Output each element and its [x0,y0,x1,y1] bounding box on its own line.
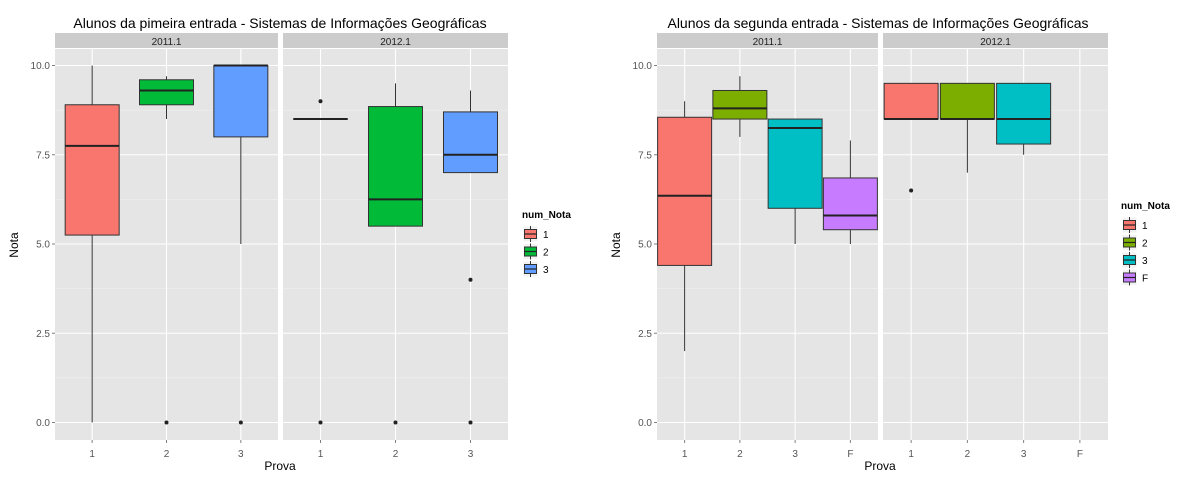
legend-key-2 [1121,234,1138,251]
x-tick-label: 2 [393,449,399,460]
outlier-point [909,188,914,193]
box-rect [213,65,269,138]
facet-strip [55,33,278,48]
legend-key-F [1121,269,1138,286]
x-axis-title: Prova [864,459,896,473]
facet-2012.1: 2012.1 1 2 3 F [883,33,1108,460]
x-tick-label: 2 [164,449,170,460]
box-rect [443,111,498,174]
outlier-point [318,420,323,425]
box-rect [939,82,995,120]
facet-strip-label: 2012.1 [980,37,1011,48]
y-tick-label: 5.0 [36,240,50,251]
outlier-point [393,420,398,425]
legend-label: 2 [543,248,549,259]
legend-title: num_Nota [1121,201,1170,212]
x-tick-label: 1 [89,449,95,460]
y-axis-title: Nota [609,232,623,258]
x-axis-title: Prova [264,459,296,473]
facet-strip-label: 2012.1 [380,37,411,48]
box-rect [767,118,823,209]
box-F [822,140,878,244]
y-tick-label: 7.5 [638,150,652,161]
legend-label: F [1142,274,1148,285]
legend-title: num_Nota [522,210,571,221]
outlier-point [238,420,243,425]
y-tick-label: 5.0 [638,240,652,251]
box-2 [139,76,194,425]
box-1 [883,82,939,193]
facet-strip [883,33,1108,48]
facet-2011.1: 2011.1 1 2 3 F [657,33,878,460]
outlier-point [164,420,169,425]
box-rect [368,106,423,227]
box-1 [293,99,348,425]
x-tick-label: 3 [1021,449,1027,460]
y-tick-label: 10.0 [633,61,653,72]
box-1 [64,65,120,423]
y-tick-label: 0.0 [36,418,50,429]
chart-1: Alunos da pimeira entrada - Sistemas de … [7,15,571,473]
box-3 [213,64,269,425]
box-rect [657,116,713,266]
legend-key-1 [1121,216,1138,234]
box-rect [139,79,194,106]
x-tick-label: 1 [318,449,324,460]
legend-label: 1 [543,230,549,241]
legend: num_Nota 1 2 3 F [1121,201,1170,286]
box-2 [368,83,423,425]
legend-label: 3 [1142,256,1148,267]
facet-strip [657,33,878,48]
facet-strip-label: 2011.1 [753,37,783,48]
facet-strip-label: 2011.1 [152,37,182,48]
y-tick-label: 2.5 [36,329,50,340]
chart-2: Alunos da segunda entrada - Sistemas de … [609,15,1170,473]
x-tick-label: 2 [737,449,743,460]
box-3 [996,82,1052,155]
box-rect [883,82,939,120]
facet-strip [283,33,508,48]
box-2 [712,76,768,137]
legend-label: 2 [1142,239,1148,250]
legend-label: 3 [543,265,549,276]
y-tick-label: 7.5 [36,150,50,161]
legend-key-2 [522,243,539,260]
box-rect [822,177,878,231]
facet-2011.1: 2011.1 1 2 3 [55,33,278,460]
facet-2012.1: 2012.1 1 2 3 [283,33,508,460]
legend-key-3 [1121,251,1138,269]
box-rect [996,82,1052,145]
y-tick-label: 2.5 [638,329,652,340]
box-3 [443,90,498,425]
legend-key-1 [522,225,539,243]
x-tick-label: 1 [682,449,688,460]
y-axis-title: Nota [7,232,21,258]
legend-key-3 [522,260,539,278]
chart-title: Alunos da pimeira entrada - Sistemas de … [73,15,486,31]
x-tick-label: F [847,449,853,460]
x-tick-label: 1 [908,449,914,460]
x-tick-label: 3 [238,449,244,460]
x-tick-label: 3 [468,449,474,460]
y-tick-label: 0.0 [638,418,652,429]
outlier-point [468,420,473,425]
outlier-point [468,277,473,282]
box-rect [712,89,768,120]
x-tick-label: 2 [965,449,971,460]
x-tick-label: 3 [792,449,798,460]
legend: num_Nota 1 2 3 [522,210,571,278]
box-2 [939,82,995,173]
box-3 [767,118,823,244]
x-tick-label: F [1077,449,1083,460]
box-rect [64,104,120,236]
outlier-point [318,99,323,104]
chart-title: Alunos da segunda entrada - Sistemas de … [667,15,1088,31]
legend-label: 1 [1142,221,1148,232]
y-tick-label: 10.0 [31,61,51,72]
box-1 [657,101,713,352]
